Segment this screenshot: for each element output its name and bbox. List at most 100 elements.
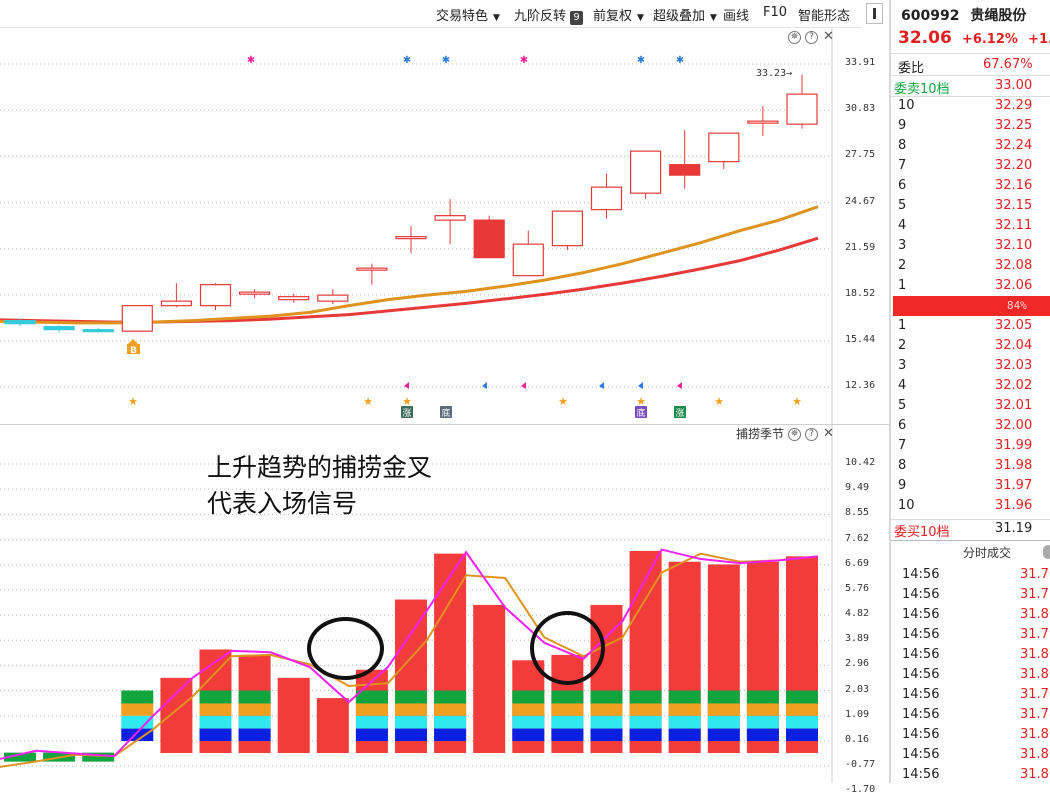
- tick-price: 31.78: [1020, 707, 1050, 722]
- tick-time: 14:56: [902, 747, 940, 762]
- nine-badge: 9: [570, 11, 584, 25]
- sell10-row: 委卖10档 33.00: [891, 77, 1050, 97]
- sell-level-level: 1: [898, 278, 907, 293]
- flag-icon: [482, 382, 487, 389]
- star-icon: ★: [128, 395, 138, 408]
- tick-time: 14:56: [902, 647, 940, 662]
- indicator-layer-bar: [786, 715, 818, 729]
- buy-level-row[interactable]: 2 32.04: [891, 337, 1050, 357]
- toolbar-forward-adjust[interactable]: 前复权 ▼: [593, 5, 644, 24]
- price-axis-label: 30.83: [845, 103, 876, 115]
- panel-divider[interactable]: [889, 0, 891, 783]
- buy-level-row[interactable]: 3 32.03: [891, 357, 1050, 377]
- sell-level-row[interactable]: 3 32.10: [891, 237, 1050, 257]
- candle-body: [669, 164, 701, 176]
- divider: [891, 53, 1050, 54]
- indicator-name: 捕捞季节: [736, 427, 785, 441]
- indicator-layer-bar: [121, 715, 154, 729]
- sell-level-level: 9: [898, 118, 907, 133]
- sell-level-row[interactable]: 9 32.25: [891, 117, 1050, 137]
- tick-time: 14:56: [902, 727, 940, 742]
- signal-label: 涨: [675, 408, 684, 419]
- flag-icon: [638, 382, 643, 389]
- sell-level-row[interactable]: 7 32.20: [891, 157, 1050, 177]
- sell-level-level: 4: [898, 218, 907, 233]
- tick-time: 14:56: [902, 567, 940, 582]
- help-icon[interactable]: ?: [805, 428, 818, 441]
- ticks-scroll-handle[interactable]: [1043, 545, 1050, 559]
- buy-level-level: 8: [898, 458, 907, 473]
- tick-row: 14:56 31.80: [891, 746, 1050, 766]
- sell-level-level: 7: [898, 158, 907, 173]
- sell-level-row[interactable]: 5 32.15: [891, 197, 1050, 217]
- tick-time: 14:56: [902, 687, 940, 702]
- buy-level-row[interactable]: 9 31.97: [891, 477, 1050, 497]
- toolbar-super-overlay-label: 超级叠加: [653, 9, 706, 24]
- toolbar-f10[interactable]: F10: [763, 5, 788, 20]
- sell-level-level: 8: [898, 138, 907, 153]
- toolbar-smart-pattern[interactable]: 智能形态: [798, 9, 851, 24]
- sell-level-price: 32.20: [995, 158, 1033, 173]
- toolbar-super-overlay[interactable]: 超级叠加 ▼: [653, 5, 717, 24]
- sell-level-level: 3: [898, 238, 907, 253]
- buy-level-row[interactable]: 10 31.96: [891, 497, 1050, 517]
- indicator-layer-bar: [434, 715, 467, 729]
- indicator-axis-label: 2.03: [845, 683, 870, 695]
- settings-icon[interactable]: ✵: [788, 428, 801, 441]
- candle-body: [278, 296, 310, 301]
- sell-level-row[interactable]: 4 32.11: [891, 217, 1050, 237]
- buy-level-row[interactable]: 5 32.01: [891, 397, 1050, 417]
- asterisk-icon: ✱: [403, 55, 411, 66]
- buy10-value: 31.19: [995, 521, 1033, 536]
- close-icon[interactable]: ✕: [823, 29, 834, 44]
- sell-level-level: 10: [898, 98, 915, 113]
- buy-level-price: 32.02: [995, 378, 1033, 393]
- tick-time: 14:56: [902, 707, 940, 722]
- sell-level-row[interactable]: 8 32.24: [891, 137, 1050, 157]
- sell-level-row[interactable]: 6 32.16: [891, 177, 1050, 197]
- sell-level-row[interactable]: 2 32.08: [891, 257, 1050, 277]
- sell-level-price: 32.24: [995, 138, 1033, 153]
- toolbar-trade-features[interactable]: 交易特色 ▼: [436, 5, 500, 24]
- panel-collapse-button[interactable]: [866, 3, 883, 24]
- signal-box: [635, 406, 647, 418]
- sell-level-level: 2: [898, 258, 907, 273]
- toolbar-forward-adjust-label: 前复权: [593, 9, 633, 24]
- stock-header: 600992 贵绳股份: [901, 5, 1026, 25]
- buy-level-row[interactable]: 7 31.99: [891, 437, 1050, 457]
- candle-body: [395, 236, 427, 240]
- buy-level-row[interactable]: 8 31.98: [891, 457, 1050, 477]
- buy-level-row[interactable]: 6 32.00: [891, 417, 1050, 437]
- toolbar-nine-reversal-label: 九阶反转: [514, 9, 567, 24]
- settings-icon[interactable]: ✵: [788, 31, 801, 44]
- indicator-layer-bar: [707, 703, 740, 716]
- tick-price: 31.80: [1020, 727, 1050, 742]
- indicator-chart[interactable]: [0, 425, 889, 783]
- buy-level-row[interactable]: 1 32.05: [891, 317, 1050, 337]
- indicator-axis-label: 5.76: [845, 582, 870, 594]
- buy-level-price: 31.99: [995, 438, 1033, 453]
- indicator-axis-label: -1.70: [845, 784, 876, 795]
- buy-level-row[interactable]: 4 32.02: [891, 377, 1050, 397]
- change-amount: +1.: [1028, 32, 1050, 47]
- help-icon[interactable]: ?: [805, 31, 818, 44]
- indicator-layer-bar: [199, 690, 232, 704]
- buy-level-level: 10: [898, 498, 915, 513]
- candle-body: [434, 215, 466, 221]
- tick-time: 14:56: [902, 587, 940, 602]
- sell-level-row[interactable]: 1 32.06: [891, 277, 1050, 297]
- kline-chart[interactable]: ✱ ✱ ✱ ✱ ✱ ✱B★ ★ ★ ★ ★ ★ ★涨底底涨: [0, 28, 889, 424]
- chevron-down-icon: ▼: [493, 13, 500, 23]
- toolbar-nine-reversal[interactable]: 九阶反转 9: [514, 5, 584, 25]
- max-price-label: 33.23→: [756, 68, 792, 79]
- indicator-layer-bar: [551, 728, 584, 742]
- asterisk-icon: ✱: [520, 55, 528, 66]
- buy-level-price: 32.05: [995, 318, 1033, 333]
- current-price: 32.06: [898, 28, 952, 48]
- indicator-layer-bar: [199, 728, 232, 742]
- close-icon[interactable]: ✕: [823, 426, 834, 441]
- sell-level-price: 32.06: [995, 278, 1033, 293]
- sell-level-row[interactable]: 10 32.29: [891, 97, 1050, 117]
- toolbar-draw-line[interactable]: 画线: [723, 9, 750, 24]
- indicator-layer-bar: [355, 690, 388, 704]
